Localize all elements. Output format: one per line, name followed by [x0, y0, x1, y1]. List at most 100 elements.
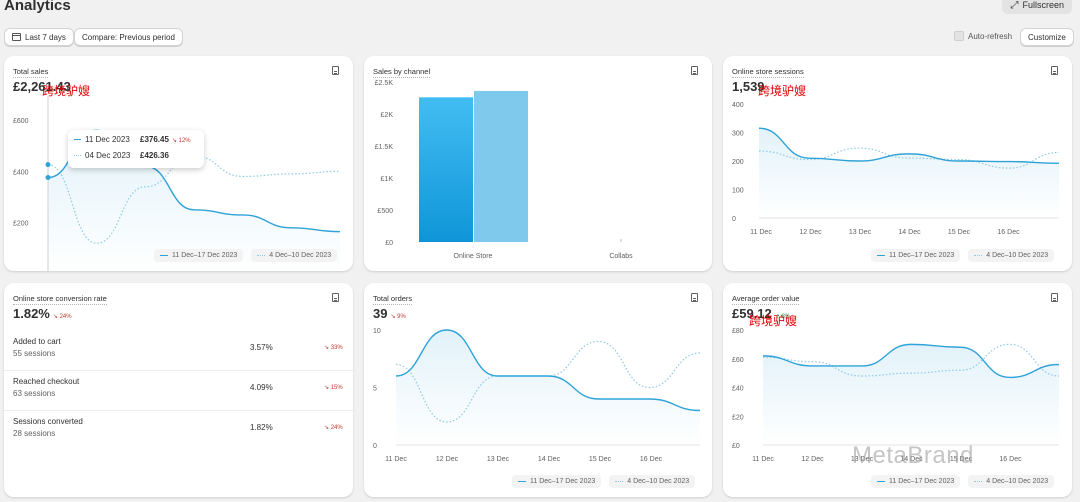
- date-range-label: Last 7 days: [25, 32, 66, 42]
- tooltip-row-current: 11 Dec 2023 £376.45 ↘ 12%: [74, 135, 202, 144]
- funnel-row-sessions-converted: Sessions converted 28 sessions 1.82% ↘ 2…: [13, 417, 343, 438]
- x-tick-label: 12 Dec: [436, 456, 459, 463]
- tooltip-date: 04 Dec 2023: [85, 151, 131, 160]
- chart-tooltip: 11 Dec 2023 £376.45 ↘ 12% 04 Dec 2023 £42…: [68, 130, 204, 168]
- bar: [419, 97, 473, 243]
- average-order-value-chart: £0 £20 £40 £60 £80 11 Dec 12 Dec 13 Dec 14 Dec 15…: [732, 328, 1060, 463]
- report-icon[interactable]: [1051, 293, 1058, 302]
- legend-previous: 4 Dec–10 Dec 2023: [968, 475, 1055, 488]
- watermark-text: 跨境驴嫂: [758, 84, 807, 98]
- auto-refresh-toggle[interactable]: Auto-refresh: [954, 31, 1012, 41]
- hover-point-previous: [45, 162, 51, 168]
- y-tick-label: £40: [732, 386, 744, 393]
- tooltip-value: £426.36: [140, 151, 169, 160]
- x-tick-label: 16 Dec: [640, 456, 663, 463]
- x-tick-label: 12 Dec: [799, 229, 822, 236]
- series-line-previous: [47, 155, 341, 244]
- y-tick-label: 0: [732, 216, 736, 223]
- y-tick-label: 10: [373, 328, 381, 335]
- series-line-current: [762, 343, 1060, 379]
- legend-previous: 4 Dec–10 Dec 2023: [251, 249, 338, 262]
- series-line-previous: [762, 343, 1060, 377]
- tooltip-value: £376.45 ↘ 12%: [140, 135, 191, 144]
- compare-button[interactable]: Compare: Previous period: [74, 28, 183, 46]
- average-order-value-card[interactable]: Average order value £59.12 ↗ 8% £0 £20 £40 £…: [723, 283, 1072, 497]
- conversion-rate-card[interactable]: Online store conversion rate 1.82% ↘ 24% …: [4, 283, 353, 497]
- y-tick-label: £500: [377, 208, 393, 215]
- calendar-icon: [12, 33, 21, 41]
- fullscreen-button[interactable]: ⤢ Fullscreen: [1002, 0, 1072, 14]
- y-tick-label: £1.5K: [375, 144, 394, 151]
- sessions-card[interactable]: Online store sessions 1,539 0 100 200 300 40…: [723, 56, 1072, 271]
- x-tick-label: 13 Dec: [851, 456, 874, 463]
- compare-label: Compare: Previous period: [82, 32, 175, 42]
- x-tick-label: Collabs: [609, 253, 633, 260]
- auto-refresh-label: Auto-refresh: [968, 31, 1013, 41]
- y-tick-label: 400: [732, 102, 744, 109]
- y-tick-label: £80: [732, 328, 744, 335]
- legend-current: 11 Dec–17 Dec 2023: [154, 249, 244, 262]
- legend-previous: 4 Dec–10 Dec 2023: [968, 249, 1055, 262]
- customize-button[interactable]: Customize: [1020, 28, 1074, 46]
- report-icon[interactable]: [691, 66, 698, 75]
- series-area: [763, 344, 1059, 445]
- y-tick-label: 5: [373, 386, 377, 393]
- x-tick-label: 15 Dec: [950, 456, 973, 463]
- sales-by-channel-chart: £0 £500 £1K £1.5K £2K £2.5K Online Store Collab…: [375, 80, 633, 260]
- report-icon[interactable]: [691, 293, 698, 302]
- y-tick-label: 100: [732, 188, 744, 195]
- hover-point-current: [45, 174, 51, 180]
- x-tick-label: 11 Dec: [385, 456, 407, 463]
- report-icon[interactable]: [1051, 66, 1058, 75]
- x-tick-label: 14 Dec: [900, 456, 923, 463]
- footer-watermark: MetaBrand: [852, 442, 974, 469]
- watermark-text: 跨境驴嫂: [749, 314, 798, 328]
- card-value: 39 ↘ 9%: [373, 306, 406, 321]
- line-swatch: [74, 139, 81, 140]
- page-title: Analytics: [4, 0, 71, 14]
- x-tick-label: 13 Dec: [849, 229, 872, 236]
- date-range-button[interactable]: Last 7 days: [4, 28, 74, 46]
- customize-label: Customize: [1028, 32, 1066, 42]
- card-value: 1,539: [732, 79, 765, 94]
- card-title: Total sales: [13, 67, 49, 78]
- x-tick-label: 16 Dec: [997, 229, 1020, 236]
- x-tick-label: 13 Dec: [487, 456, 510, 463]
- x-tick-label: 12 Dec: [801, 456, 824, 463]
- series-line-previous: [758, 147, 1060, 169]
- auto-refresh-checkbox[interactable]: [954, 31, 964, 41]
- series-area: [759, 128, 1059, 218]
- y-tick-label: £0: [732, 443, 740, 450]
- expand-icon: ⤢: [1010, 0, 1019, 11]
- x-tick-label: 16 Dec: [999, 456, 1022, 463]
- x-tick-label: 15 Dec: [948, 229, 971, 236]
- x-tick-label: 15 Dec: [589, 456, 612, 463]
- total-sales-card[interactable]: Total sales £2,261.43 £0 £200 £400 £600 11 D…: [4, 56, 353, 271]
- x-tick-label: 11 Dec: [752, 456, 774, 463]
- watermark-text: 跨境驴嫂: [42, 84, 91, 98]
- legend-current: 11 Dec–17 Dec 2023: [512, 475, 602, 488]
- y-tick-label: £2K: [381, 112, 394, 119]
- y-tick-label: 200: [732, 159, 744, 166]
- y-tick-label: £60: [732, 357, 744, 364]
- card-title: Online store sessions: [732, 67, 804, 78]
- tooltip-date: 11 Dec 2023: [85, 135, 130, 144]
- chart-legend: 11 Dec–17 Dec 2023 4 Dec–10 Dec 2023: [871, 249, 1055, 262]
- card-value: £2,261.43: [13, 79, 71, 94]
- y-tick-label: £0: [385, 240, 393, 247]
- x-tick-label: 14 Dec: [538, 456, 561, 463]
- bar: [474, 90, 528, 243]
- sales-by-channel-card[interactable]: Sales by channel £0 £500 £1K £1.5K £2K £2.5K O…: [364, 56, 712, 271]
- funnel-row-added-to-cart: Added to cart 55 sessions 3.57% ↘ 33%: [4, 331, 353, 371]
- x-tick-label: 11 Dec: [750, 229, 772, 236]
- card-value: £59.12 ↗ 8%: [732, 306, 791, 321]
- total-orders-card[interactable]: Total orders 39 ↘ 9% 0 5 10 11 Dec 12 Dec 13 D…: [364, 283, 712, 497]
- card-title: Total orders: [373, 294, 413, 305]
- report-icon[interactable]: [332, 66, 339, 75]
- card-title: Online store conversion rate: [13, 294, 107, 305]
- report-icon[interactable]: [332, 293, 339, 302]
- card-title: Sales by channel: [373, 67, 431, 78]
- y-tick-label: 0: [373, 443, 377, 450]
- card-value: 1.82% ↘ 24%: [13, 306, 72, 321]
